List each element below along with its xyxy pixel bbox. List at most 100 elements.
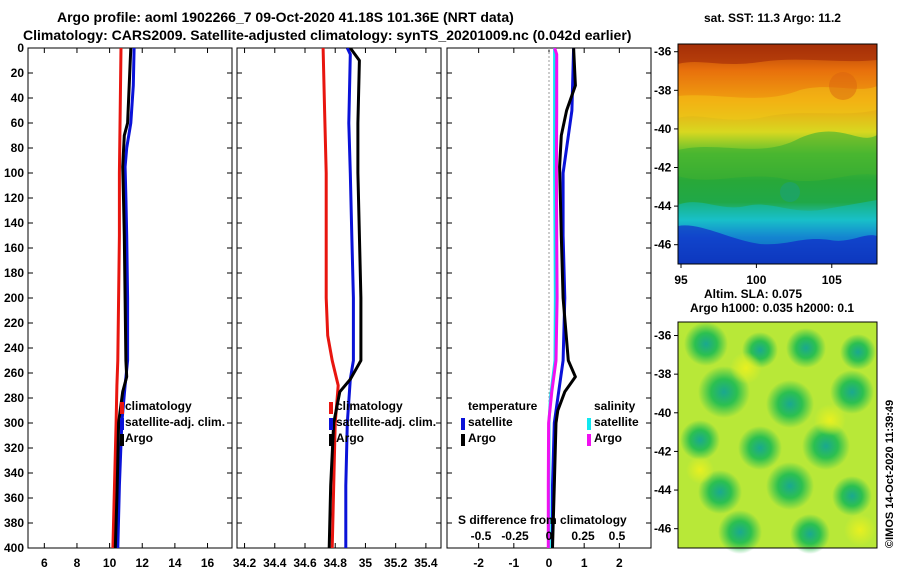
lat-tick-label: -44 — [654, 483, 672, 497]
y-tick-label: 220 — [4, 316, 24, 330]
x-tick-label: 2 — [616, 556, 623, 570]
legend-argo-label: Argo — [125, 431, 153, 445]
y-tick-label: 180 — [4, 266, 24, 280]
y-tick-label: 280 — [4, 391, 24, 405]
legend-temperature-argo-label: Argo — [468, 431, 496, 445]
x-tick-label: 1 — [581, 556, 588, 570]
sst-map-texture — [678, 44, 877, 264]
legend-salinity-header: salinity — [594, 399, 636, 413]
legend-argo-swatch — [329, 434, 333, 446]
lat-tick-label: -42 — [654, 161, 672, 175]
temperature-legend: climatology satellite-adj. clim. Argo — [120, 399, 225, 446]
lat-tick-label: -36 — [654, 45, 672, 59]
difference-x-axis: -2 -1 0 1 2 — [447, 47, 651, 570]
legend-argo-swatch — [120, 434, 124, 446]
legend-temperature-satellite-label: satellite — [468, 415, 513, 429]
x-tick-label: 6 — [41, 556, 48, 570]
legend-climatology-swatch — [329, 402, 333, 414]
legend-argo-label: Argo — [336, 431, 364, 445]
difference-panel: -2 -1 0 1 2 temperature satellite Argo salin… — [446, 47, 652, 570]
legend-temperature-argo-swatch — [461, 434, 465, 446]
y-tick-label: 100 — [4, 166, 24, 180]
s-axis-tick-label: 0.25 — [571, 529, 595, 543]
y-tick-label: 140 — [4, 216, 24, 230]
y-tick-label: 320 — [4, 441, 24, 455]
sst-map-title: sat. SST: 11.3 Argo: 11.2 — [704, 11, 841, 25]
legend-satellite-adj-clim-label: satellite-adj. clim. — [336, 415, 436, 429]
x-tick-label: 34.4 — [263, 556, 287, 570]
x-tick-label: 34.8 — [324, 556, 348, 570]
x-tick-label: -2 — [473, 556, 484, 570]
x-tick-label: 12 — [136, 556, 150, 570]
sst-map-longitude-axis: 95 100 105 — [674, 264, 842, 287]
temperature-panel: 0 20 40 60 80 100 120 140 160 180 200 220 240 260 280 3… — [4, 41, 233, 570]
lon-tick-label: 95 — [674, 273, 688, 287]
sla-map-frame — [677, 321, 878, 549]
y-tick-label: 260 — [4, 366, 24, 380]
series-line-argo — [113, 48, 133, 548]
x-tick-label: 8 — [74, 556, 81, 570]
lat-tick-label: -38 — [654, 367, 672, 381]
figure-title-line1: Argo profile: aoml 1902266_7 09-Oct-2020… — [57, 9, 514, 25]
sla-map-texture — [680, 322, 876, 554]
s-difference-axis-title: S difference from climatology — [458, 513, 627, 527]
lat-tick-label: -46 — [654, 522, 672, 536]
y-tick-label: 160 — [4, 241, 24, 255]
y-tick-label: 120 — [4, 191, 24, 205]
legend-climatology-label: climatology — [125, 399, 192, 413]
y-tick-label: 0 — [17, 41, 24, 55]
lon-tick-label: 105 — [822, 273, 842, 287]
lat-tick-label: -40 — [654, 122, 672, 136]
temperature-x-axis: 6 8 10 12 14 16 — [41, 48, 215, 570]
lat-tick-label: -42 — [654, 444, 672, 458]
lat-tick-label: -40 — [654, 406, 672, 420]
y-tick-label: 400 — [4, 541, 24, 555]
legend-satellite-adj-clim-label: satellite-adj. clim. — [125, 415, 225, 429]
s-difference-ticks: -0.5 -0.25 0 0.25 0.5 — [471, 529, 626, 543]
x-tick-label: 10 — [103, 556, 117, 570]
lat-tick-label: -36 — [654, 329, 672, 343]
series-line-temperature-argo — [551, 48, 577, 548]
imos-credit: ©IMOS 14-Oct-2020 11:39:49 — [884, 400, 896, 548]
salinity-legend: climatology satellite-adj. clim. Argo — [329, 399, 436, 446]
legend-satellite-adj-clim-swatch — [329, 418, 333, 430]
s-axis-tick-label: 0 — [546, 529, 553, 543]
sst-map-latitude-axis: -36 -38 -40 -42 -44 -46 — [654, 45, 678, 252]
x-tick-label: 34.6 — [293, 556, 317, 570]
y-tick-label: 240 — [4, 341, 24, 355]
legend-temperature-header: temperature — [468, 399, 538, 413]
y-tick-label: 300 — [4, 416, 24, 430]
y-tick-label: 200 — [4, 291, 24, 305]
y-tick-label: 80 — [11, 141, 25, 155]
s-axis-tick-label: -0.25 — [501, 529, 529, 543]
sla-map-subtitle: Argo h1000: 0.035 h2000: 0.1 — [690, 301, 854, 315]
y-tick-label: 40 — [11, 91, 25, 105]
lon-tick-label: 100 — [746, 273, 766, 287]
lat-tick-label: -46 — [654, 238, 672, 252]
x-tick-label: 35.2 — [384, 556, 408, 570]
legend-salinity-argo-swatch — [587, 434, 591, 446]
x-tick-label: 14 — [168, 556, 182, 570]
salinity-panel: 34.2 34.4 34.6 34.8 35 35.2 35.4 climatology s… — [233, 47, 442, 570]
legend-climatology-swatch — [120, 402, 124, 414]
difference-series — [546, 48, 577, 548]
series-line-climatology — [111, 48, 123, 548]
legend-temperature-satellite-swatch — [461, 418, 465, 430]
legend-salinity-satellite-label: satellite — [594, 415, 639, 429]
difference-legend: temperature satellite Argo salinity sate… — [461, 399, 639, 446]
y-tick-label: 360 — [4, 491, 24, 505]
y-tick-label: 380 — [4, 516, 24, 530]
lat-tick-label: -38 — [654, 83, 672, 97]
series-line-climatology — [321, 48, 340, 548]
series-line-satellite-adj-clim- — [344, 48, 355, 548]
series-line-salinity-argo — [546, 48, 559, 548]
lat-tick-label: -44 — [654, 199, 672, 213]
x-tick-label: 16 — [201, 556, 215, 570]
s-difference-axis: S difference from climatology -0.5 -0.25 0… — [458, 513, 627, 543]
legend-climatology-label: climatology — [336, 399, 403, 413]
legend-satellite-adj-clim-swatch — [120, 418, 124, 430]
x-tick-label: 35 — [359, 556, 373, 570]
x-tick-label: -1 — [508, 556, 519, 570]
legend-salinity-satellite-swatch — [587, 418, 591, 430]
figure-title-line2: Climatology: CARS2009. Satellite-adjuste… — [23, 27, 631, 43]
